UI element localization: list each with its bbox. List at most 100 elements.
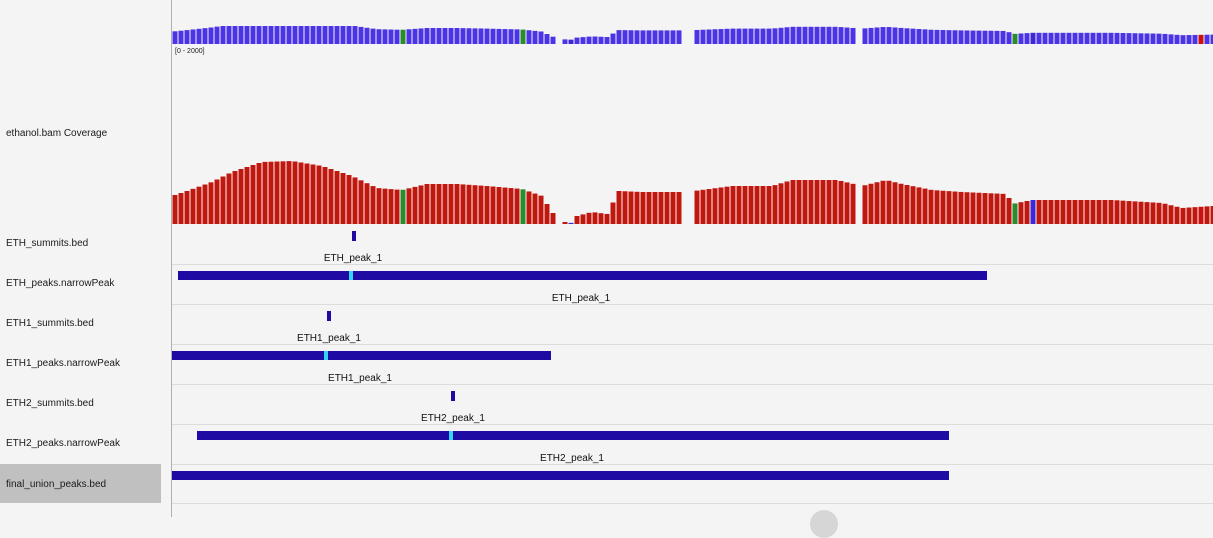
coverage-top-bar xyxy=(203,28,208,44)
coverage-bar xyxy=(1007,198,1012,224)
coverage-bar xyxy=(677,192,682,224)
coverage-bar xyxy=(527,191,532,224)
coverage-top-bar xyxy=(701,30,706,44)
coverage-top-bar xyxy=(239,26,244,44)
coverage-top-bar xyxy=(1175,35,1180,44)
coverage-bar xyxy=(953,192,958,224)
eth1-peak-label: ETH1_peak_1 xyxy=(328,373,392,384)
coverage-top-bar xyxy=(713,29,718,44)
coverage-bar xyxy=(713,188,718,224)
coverage-bar xyxy=(443,184,448,224)
coverage-bar xyxy=(1121,201,1126,224)
coverage-top-bar xyxy=(815,27,820,44)
coverage-top-bar xyxy=(821,27,826,44)
coverage-bar xyxy=(1013,203,1018,224)
coverage-bar xyxy=(407,188,412,224)
track-name-eth1-summits[interactable]: ETH1_summits.bed xyxy=(0,318,161,332)
coverage-top-bar xyxy=(665,30,670,44)
eth2-summit-feature[interactable] xyxy=(451,391,455,401)
coverage-bar xyxy=(1187,208,1192,224)
coverage-top-bar xyxy=(617,30,622,44)
coverage-top-bar xyxy=(971,31,976,44)
coverage-top-bar xyxy=(425,28,430,44)
coverage-top-bar xyxy=(323,26,328,44)
coverage-bar xyxy=(215,180,220,225)
coverage-bar xyxy=(545,204,550,224)
coverage-top-bar xyxy=(887,27,892,44)
coverage-top-bar xyxy=(275,26,280,44)
coverage-bar xyxy=(497,187,502,224)
coverage-bar xyxy=(1073,200,1078,224)
coverage-bar xyxy=(1037,200,1042,224)
coverage-bar xyxy=(839,181,844,224)
coverage-top-bar xyxy=(743,29,748,44)
coverage-top-bar xyxy=(329,26,334,44)
coverage-bar xyxy=(515,189,520,224)
coverage-top-bar xyxy=(335,26,340,44)
coverage-top-bar xyxy=(941,30,946,44)
track-name-eth-peaks[interactable]: ETH_peaks.narrowPeak xyxy=(0,278,161,292)
coverage-bar xyxy=(503,188,508,224)
coverage-bar xyxy=(1199,207,1204,224)
coverage-top-bar xyxy=(875,27,880,44)
coverage-top-bar xyxy=(347,26,352,44)
coverage-top-bar xyxy=(383,29,388,44)
coverage-bar xyxy=(749,186,754,224)
coverage-bar xyxy=(389,189,394,224)
coverage-range-label: [0 - 2000] xyxy=(175,48,205,55)
coverage-top-bar xyxy=(317,26,322,44)
coverage-bar xyxy=(431,184,436,224)
coverage-bar xyxy=(305,164,310,225)
coverage-top-bar xyxy=(173,31,178,44)
eth2-peak-feature[interactable] xyxy=(197,431,949,440)
tracks-canvas[interactable]: [0 - 2000] ETH_peak_1 ETH_peak_1 ETH1_pe… xyxy=(172,0,1213,517)
coverage-bar xyxy=(275,162,280,225)
coverage-top-bar xyxy=(587,37,592,44)
track-name-eth-summits[interactable]: ETH_summits.bed xyxy=(0,238,161,252)
track-name-ethanol-bam-coverage[interactable]: ethanol.bam Coverage xyxy=(0,128,161,142)
coverage-top-bar xyxy=(593,37,598,44)
coverage-bar xyxy=(395,190,400,224)
coverage-bar xyxy=(485,186,490,224)
coverage-bar xyxy=(671,192,676,224)
coverage-top-track[interactable] xyxy=(173,26,1213,44)
coverage-top-bar xyxy=(923,29,928,44)
track-name-eth1-peaks[interactable]: ETH1_peaks.narrowPeak xyxy=(0,358,161,372)
coverage-top-bar xyxy=(737,29,742,44)
coverage-top-bar xyxy=(647,30,652,44)
coverage-bar xyxy=(1097,200,1102,224)
coverage-bar xyxy=(821,180,826,224)
eth1-summit-feature[interactable] xyxy=(327,311,331,321)
eth-peak-feature[interactable] xyxy=(178,271,987,280)
eth2-peak-summit-mark xyxy=(449,431,453,440)
coverage-bar xyxy=(707,189,712,224)
final-union-peak-feature[interactable] xyxy=(172,471,949,480)
coverage-bar xyxy=(791,180,796,224)
coverage-bar xyxy=(1055,200,1060,224)
track-dividers xyxy=(172,265,1213,504)
coverage-top-bar xyxy=(431,28,436,44)
coverage-bar xyxy=(617,191,622,224)
track-name-eth2-summits[interactable]: ETH2_summits.bed xyxy=(0,398,161,412)
coverage-top-bar xyxy=(215,27,220,44)
coverage-bar xyxy=(269,162,274,224)
coverage-top-bar xyxy=(635,30,640,44)
coverage-top-bar xyxy=(1139,33,1144,44)
eth1-peak-feature[interactable] xyxy=(172,351,551,360)
coverage-bar xyxy=(509,188,514,224)
coverage-top-bar xyxy=(1085,33,1090,44)
coverage-top-bar xyxy=(653,30,658,44)
track-name-eth2-peaks[interactable]: ETH2_peaks.narrowPeak xyxy=(0,438,161,452)
coverage-top-bar xyxy=(845,28,850,44)
coverage-bar xyxy=(767,186,772,224)
coverage-bar xyxy=(371,186,376,224)
data-panel[interactable]: [0 - 2000] ETH_peak_1 ETH_peak_1 ETH1_pe… xyxy=(172,0,1213,517)
coverage-bar xyxy=(605,214,610,224)
coverage-top-bar xyxy=(773,28,778,44)
coverage-bar xyxy=(359,180,364,224)
coverage-top-bar xyxy=(413,29,418,44)
track-name-final-union-peaks[interactable]: final_union_peaks.bed xyxy=(0,464,161,503)
ethanol-bam-coverage-track[interactable] xyxy=(173,161,1213,224)
coverage-top-bar xyxy=(293,26,298,44)
eth-summit-feature[interactable] xyxy=(352,231,356,241)
